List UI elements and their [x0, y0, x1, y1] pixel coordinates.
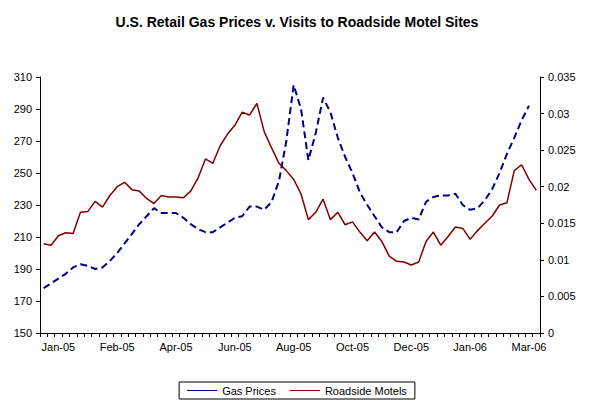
svg-text:Mar-06: Mar-06	[512, 341, 547, 353]
svg-text:150: 150	[14, 327, 32, 339]
svg-text:Apr-05: Apr-05	[160, 341, 193, 353]
svg-text:0.015: 0.015	[548, 217, 576, 229]
svg-text:0.02: 0.02	[548, 181, 569, 193]
svg-text:Gas Prices: Gas Prices	[222, 385, 276, 397]
svg-text:290: 290	[14, 103, 32, 115]
svg-text:Aug-05: Aug-05	[276, 341, 311, 353]
svg-text:190: 190	[14, 263, 32, 275]
svg-text:170: 170	[14, 295, 32, 307]
svg-text:0.035: 0.035	[548, 71, 576, 83]
svg-text:0.005: 0.005	[548, 290, 576, 302]
svg-text:310: 310	[14, 71, 32, 83]
svg-text:270: 270	[14, 135, 32, 147]
svg-text:250: 250	[14, 167, 32, 179]
svg-text:0.025: 0.025	[548, 144, 576, 156]
svg-text:0.03: 0.03	[548, 108, 569, 120]
svg-text:0.01: 0.01	[548, 254, 569, 266]
svg-text:230: 230	[14, 199, 32, 211]
svg-text:Feb-05: Feb-05	[100, 341, 135, 353]
svg-text:Jun-05: Jun-05	[218, 341, 252, 353]
svg-text:Dec-05: Dec-05	[394, 341, 429, 353]
svg-text:Jan-05: Jan-05	[42, 341, 76, 353]
svg-text:210: 210	[14, 231, 32, 243]
svg-text:0: 0	[548, 327, 554, 339]
svg-text:Oct-05: Oct-05	[336, 341, 369, 353]
svg-text:Jan-06: Jan-06	[453, 341, 487, 353]
svg-text:Roadside Motels: Roadside Motels	[325, 385, 407, 397]
svg-text:U.S. Retail Gas Prices v. Visi: U.S. Retail Gas Prices v. Visits to Road…	[116, 14, 479, 30]
